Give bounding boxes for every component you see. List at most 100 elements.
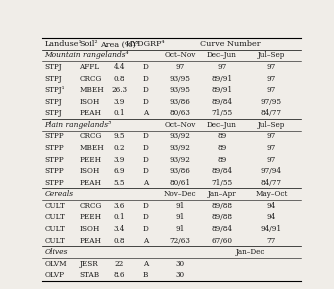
Text: AFFL: AFFL (79, 63, 100, 71)
Text: D: D (142, 75, 148, 83)
Text: 3.9: 3.9 (114, 155, 125, 164)
Text: A: A (143, 236, 148, 244)
Text: 89/84: 89/84 (211, 225, 232, 233)
Text: HYDGRP⁴: HYDGRP⁴ (126, 40, 165, 48)
Text: D: D (142, 98, 148, 106)
Text: PEEH: PEEH (79, 155, 102, 164)
Text: 89/88: 89/88 (211, 202, 232, 210)
Text: 84/77: 84/77 (261, 179, 282, 187)
Text: A: A (143, 109, 148, 117)
Text: STPP: STPP (44, 144, 64, 152)
Text: 97: 97 (267, 86, 276, 94)
Text: ISOH: ISOH (79, 167, 100, 175)
Text: 91: 91 (176, 202, 185, 210)
Text: CULT: CULT (44, 213, 65, 221)
Text: STPJ: STPJ (44, 98, 62, 106)
Text: 80/63: 80/63 (170, 109, 191, 117)
Text: 3.4: 3.4 (114, 225, 125, 233)
Text: Area (%)³: Area (%)³ (100, 40, 139, 48)
Text: STPP: STPP (44, 179, 64, 187)
Text: Nov–Dec: Nov–Dec (164, 190, 196, 198)
Text: Curve Number: Curve Number (200, 40, 261, 48)
Text: 93/86: 93/86 (170, 167, 191, 175)
Text: D: D (142, 144, 148, 152)
Text: PEEH: PEEH (79, 213, 102, 221)
Text: CRCG: CRCG (79, 75, 102, 83)
Text: 89/91: 89/91 (211, 75, 232, 83)
Text: CRCG: CRCG (79, 132, 102, 140)
Text: CULT: CULT (44, 236, 65, 244)
Text: 89: 89 (217, 155, 226, 164)
Text: 6.9: 6.9 (114, 167, 125, 175)
Text: 97: 97 (217, 63, 226, 71)
Text: PEAH: PEAH (79, 179, 101, 187)
Text: MBEH: MBEH (79, 144, 104, 152)
Text: 97: 97 (267, 155, 276, 164)
Text: 97: 97 (267, 132, 276, 140)
Text: PEAH: PEAH (79, 236, 101, 244)
Text: Cereals: Cereals (44, 190, 73, 198)
Text: Plain rangelands⁵: Plain rangelands⁵ (44, 121, 112, 129)
Text: 97/94: 97/94 (261, 167, 282, 175)
Text: 67/60: 67/60 (211, 236, 232, 244)
Text: 97: 97 (176, 63, 185, 71)
Text: 0.8: 0.8 (114, 75, 125, 83)
Text: 89/88: 89/88 (211, 213, 232, 221)
Text: 72/63: 72/63 (170, 236, 191, 244)
Text: Dec–Jun: Dec–Jun (207, 51, 236, 59)
Text: CRCG: CRCG (79, 202, 102, 210)
Text: D: D (142, 225, 148, 233)
Text: 77: 77 (267, 236, 276, 244)
Text: 94: 94 (267, 213, 276, 221)
Text: Oct–Nov: Oct–Nov (165, 51, 196, 59)
Text: ISOH: ISOH (79, 98, 100, 106)
Text: STPP: STPP (44, 155, 64, 164)
Text: STPJ: STPJ (44, 63, 62, 71)
Text: 80/61: 80/61 (170, 179, 191, 187)
Text: Dec–Jun: Dec–Jun (207, 121, 236, 129)
Text: Olives: Olives (44, 248, 68, 256)
Text: 9.5: 9.5 (114, 132, 125, 140)
Text: Mountain rangelands⁴: Mountain rangelands⁴ (44, 51, 129, 59)
Text: STPP: STPP (44, 132, 64, 140)
Text: 91: 91 (176, 225, 185, 233)
Text: 93/95: 93/95 (170, 86, 191, 94)
Text: Jan–Apr: Jan–Apr (207, 190, 236, 198)
Text: 71/55: 71/55 (211, 109, 232, 117)
Text: STPJ¹: STPJ¹ (44, 86, 65, 94)
Text: 93/95: 93/95 (170, 75, 191, 83)
Text: 3.6: 3.6 (114, 202, 125, 210)
Text: 89/84: 89/84 (211, 167, 232, 175)
Text: 89: 89 (217, 144, 226, 152)
Text: 4.4: 4.4 (114, 63, 125, 71)
Text: D: D (142, 63, 148, 71)
Text: STPP: STPP (44, 167, 64, 175)
Text: May–Oct: May–Oct (255, 190, 288, 198)
Text: 94: 94 (267, 202, 276, 210)
Text: CULT: CULT (44, 202, 65, 210)
Text: Jul–Sep: Jul–Sep (258, 51, 285, 59)
Text: CULT: CULT (44, 225, 65, 233)
Text: MBEH: MBEH (79, 86, 104, 94)
Text: 8.6: 8.6 (114, 271, 125, 279)
Text: D: D (142, 155, 148, 164)
Text: 93/92: 93/92 (170, 144, 191, 152)
Text: 0.8: 0.8 (114, 236, 125, 244)
Text: ISOH: ISOH (79, 225, 100, 233)
Text: D: D (142, 202, 148, 210)
Text: 97/95: 97/95 (261, 98, 282, 106)
Text: B: B (143, 271, 148, 279)
Text: 97: 97 (267, 144, 276, 152)
Text: OLVP: OLVP (44, 271, 64, 279)
Text: 93/92: 93/92 (170, 155, 191, 164)
Text: 26.3: 26.3 (112, 86, 127, 94)
Text: 5.5: 5.5 (114, 179, 125, 187)
Text: 71/55: 71/55 (211, 179, 232, 187)
Text: 97: 97 (267, 63, 276, 71)
Text: 0.2: 0.2 (114, 144, 125, 152)
Text: D: D (142, 86, 148, 94)
Text: Oct–Nov: Oct–Nov (165, 121, 196, 129)
Text: 89/84: 89/84 (211, 98, 232, 106)
Text: JESR: JESR (79, 260, 98, 268)
Text: PEAH: PEAH (79, 109, 101, 117)
